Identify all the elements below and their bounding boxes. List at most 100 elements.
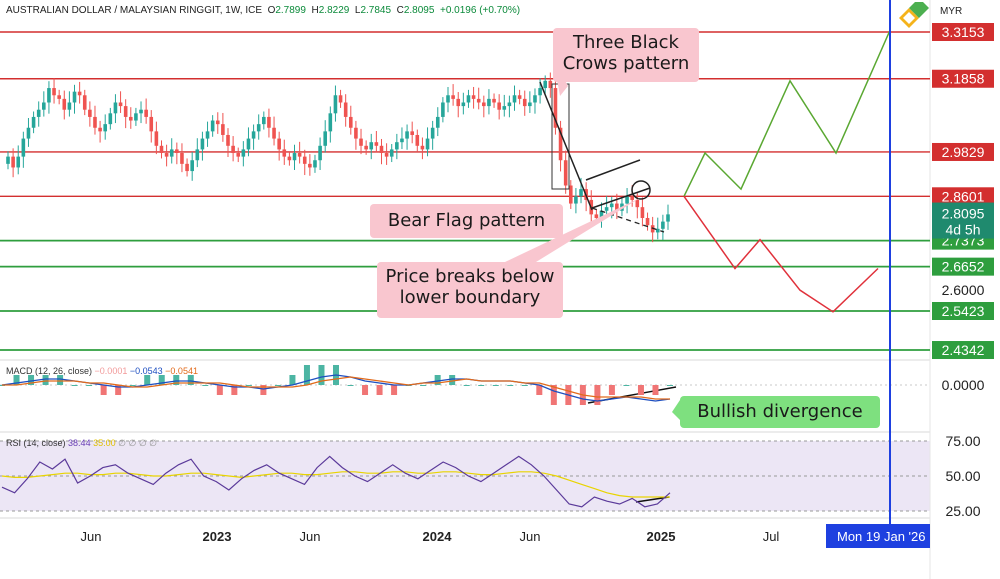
macd-histogram-bar (391, 385, 398, 395)
macd-histogram-bar (274, 385, 281, 386)
candle-body (553, 88, 558, 128)
change-value: +0.0196 (+0.70%) (440, 5, 521, 16)
candle-body (215, 120, 220, 125)
macd-histogram-bar (507, 385, 514, 386)
macd-histogram-bar (187, 375, 194, 385)
macd-histogram-bar (129, 385, 136, 386)
rsi-ma-value: 35.00 (93, 438, 116, 448)
candle-body (36, 109, 41, 117)
macd-histogram-bar (536, 385, 543, 395)
macd-histogram-bar (637, 385, 644, 395)
macd-histogram-bar (652, 385, 659, 395)
price-level-label: 2.6652 (942, 259, 985, 275)
candle-body (497, 102, 501, 110)
candle-body (302, 156, 307, 164)
bear-flag-annotation: Bear Flag pattern (370, 204, 563, 238)
candle-body (661, 221, 665, 229)
macd-histogram-bar (303, 365, 310, 385)
candle-body (574, 196, 578, 204)
candle-body (246, 138, 251, 150)
x-tick-label: Jun (300, 529, 321, 544)
x-tick-label: 2025 (647, 529, 676, 544)
bearish-forecast-path (683, 195, 879, 313)
candle-body (635, 199, 640, 208)
axis-tick-label: 2.6000 (942, 282, 985, 298)
candle-body (492, 98, 496, 103)
candle-body (256, 124, 261, 132)
candle-body (236, 153, 241, 157)
divergence-callout-pointer (672, 400, 680, 420)
candle-body (62, 98, 67, 110)
macd-histogram-bar (86, 385, 93, 386)
x-tick-label: 2024 (423, 529, 453, 544)
candle-body (205, 131, 210, 139)
countdown-label: 4d 5h (945, 222, 980, 238)
candle-body (594, 214, 599, 218)
macd-histogram-bar (42, 375, 49, 385)
candle-body (543, 80, 548, 89)
candle-body (308, 163, 312, 168)
bullish-forecast-path (683, 30, 891, 197)
candle-body (548, 80, 553, 89)
macd-histogram-bar (623, 385, 630, 386)
macd-histogram-bar (667, 385, 673, 386)
price-level-label-bg (932, 302, 994, 320)
candle-body (420, 145, 425, 150)
x-tick-label: Jun (520, 529, 541, 544)
chart-header: AUSTRALIAN DOLLAR / MALAYSIAN RINGGIT, 1… (6, 5, 520, 16)
macd-histogram-bar (289, 375, 296, 385)
macd-histogram-bar (231, 385, 238, 395)
candle-body (359, 138, 363, 146)
candle-body (128, 116, 133, 121)
macd-histogram-bar (434, 375, 441, 385)
candle-body (415, 134, 420, 146)
low-value: 2.7845 (360, 5, 392, 16)
candle-body (42, 102, 46, 110)
candle-body (435, 116, 440, 128)
price-breaks-line1: Price breaks below (385, 266, 555, 287)
candle-body (348, 116, 353, 128)
macd-histogram-bar (318, 365, 325, 385)
candle-body (645, 217, 650, 226)
flag-lower-boundary (591, 187, 651, 209)
candle-body (354, 127, 358, 139)
candle-body (93, 116, 97, 128)
candle-body (599, 210, 604, 218)
macd-histogram-bar (245, 385, 252, 386)
candle-body (77, 91, 82, 96)
price-level-label-bg (932, 257, 994, 276)
candle-body (149, 116, 154, 132)
candle-body (323, 131, 328, 146)
macd-signal-value: −0.0541 (165, 366, 198, 376)
candle-body (522, 98, 527, 107)
candle-body (190, 160, 194, 172)
candle-body (103, 124, 108, 132)
breakout-circle (631, 180, 651, 200)
rsi-header: RSI (14, close) 38.44 35.00 ∅ ∅ ∅ ∅ (6, 438, 157, 449)
rsi-tick-label: 75.00 (945, 433, 980, 449)
candle-body (640, 207, 645, 218)
candle-body (52, 88, 56, 96)
macd-line (1, 374, 671, 402)
candle-body (267, 116, 271, 128)
candle-body (558, 127, 563, 161)
broker-logo-icon (899, 2, 929, 28)
candle-body (175, 149, 179, 154)
candle-body (533, 95, 537, 103)
candle-body (231, 145, 235, 154)
candle-body (471, 95, 476, 99)
candle-body (108, 113, 113, 125)
macd-histogram-bar (57, 375, 64, 385)
macd-histogram-bar (216, 385, 223, 395)
candle-body (441, 102, 445, 117)
macd-histogram-bar (449, 375, 456, 385)
candle-body (292, 153, 297, 161)
candle-body (609, 203, 614, 208)
candle-body (395, 142, 399, 150)
macd-histogram-bar (521, 385, 528, 386)
candle-body (400, 138, 404, 143)
candle-body (502, 106, 507, 110)
candle-body (123, 106, 128, 117)
candle-body (655, 228, 660, 233)
